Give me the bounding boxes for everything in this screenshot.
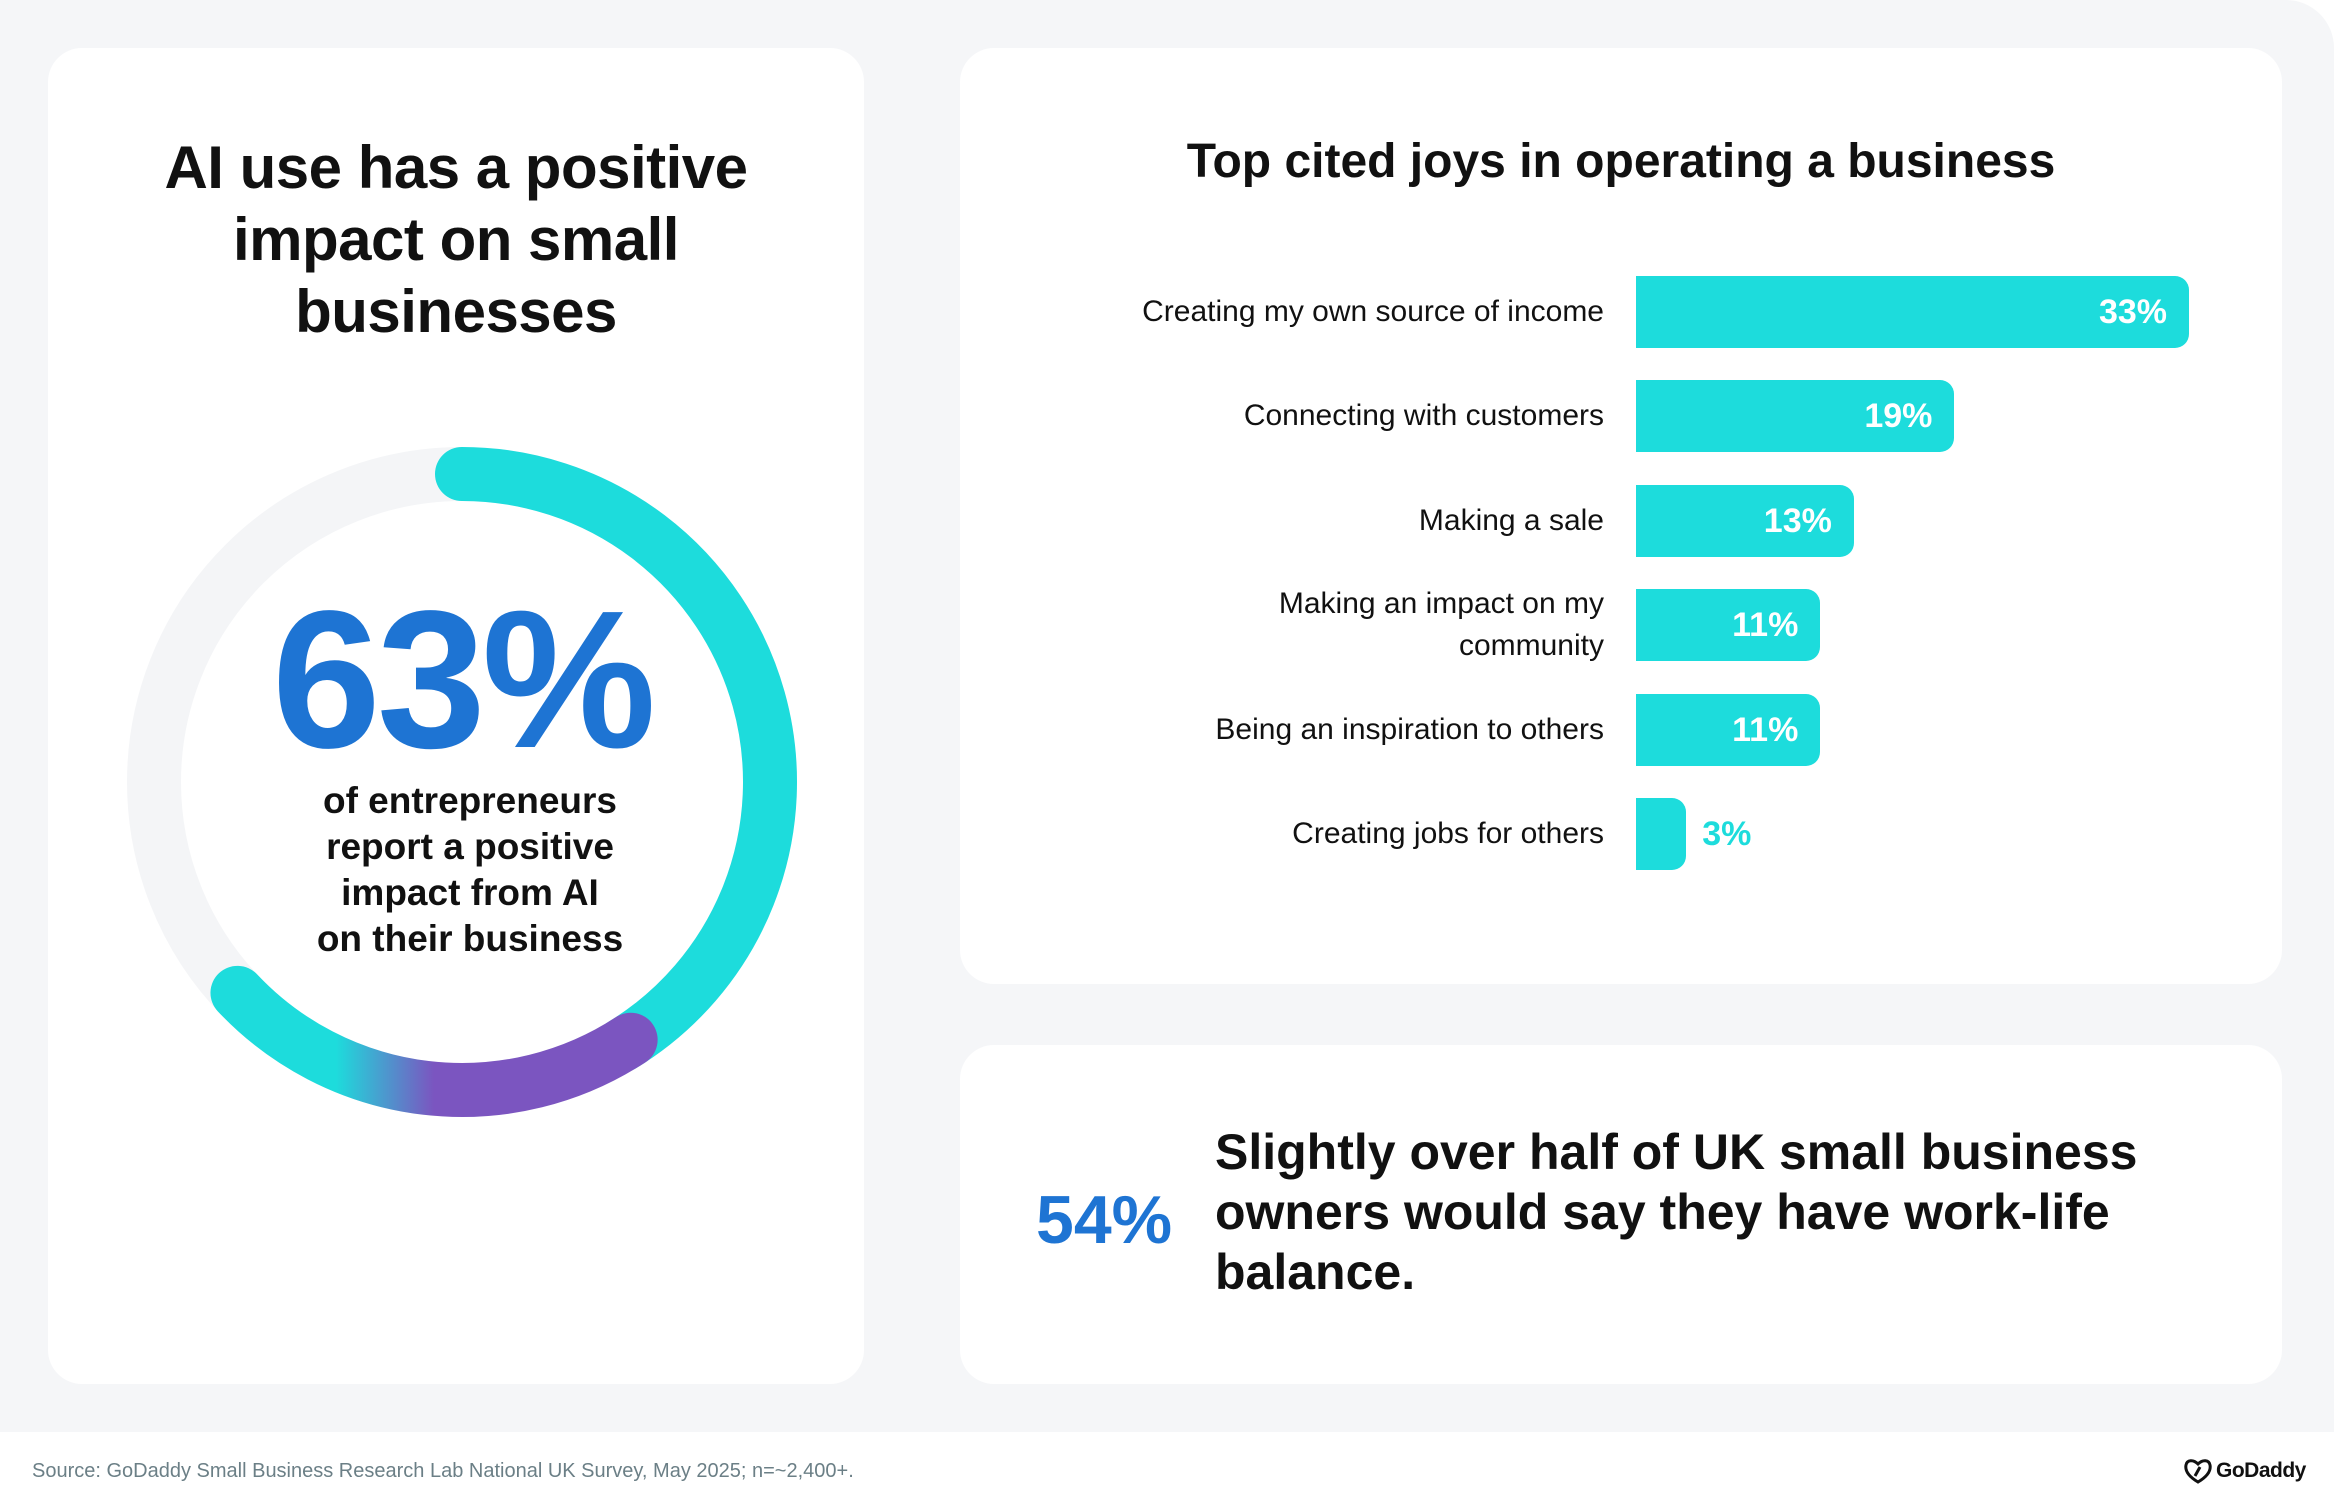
source-note: Source: GoDaddy Small Business Research … bbox=[32, 1460, 854, 1482]
godaddy-logo: GoDaddy bbox=[2184, 1458, 2306, 1484]
ai-impact-title: AI use has a positive impact on small bu… bbox=[48, 132, 864, 348]
chart-title: Top cited joys in operating a business bbox=[1186, 135, 2056, 188]
stat-description-line: Slightly over half of UK small business bbox=[1215, 1124, 2138, 1180]
progress-ring bbox=[127, 447, 797, 1117]
bar bbox=[1636, 484, 1854, 557]
logo-text: GoDaddy bbox=[2216, 1459, 2306, 1482]
ring-description-line: impact from AI bbox=[341, 872, 599, 913]
joys-chart-card bbox=[960, 48, 2282, 984]
bar-category-label: Creating jobs for others bbox=[1292, 817, 1604, 850]
stat-description-line: balance. bbox=[1215, 1244, 1416, 1300]
bar bbox=[1636, 380, 1955, 453]
bar-category-label: Connecting with customers bbox=[1243, 399, 1604, 433]
ring-description-line: on their business bbox=[316, 918, 624, 959]
stat-description-line: owners would say they have work-life bbox=[1215, 1184, 2110, 1240]
ring-description-line: of entrepreneurs bbox=[322, 780, 617, 821]
bar-category-label: Being an inspiration to others bbox=[1215, 712, 1604, 746]
ring-description: of entrepreneurs report a positive impac… bbox=[162, 778, 778, 962]
stat-value: 54% bbox=[1036, 1182, 1173, 1258]
bar-value-label: 3% bbox=[1702, 815, 1752, 853]
bar-value-label: 33% bbox=[2098, 293, 2167, 331]
bar-value-label: 13% bbox=[1763, 501, 1832, 540]
work-life-balance-card bbox=[960, 1045, 2282, 1384]
bar-category-label: Making an impact on my community bbox=[1278, 587, 1604, 663]
ring-description-line: report a positive bbox=[326, 826, 614, 867]
bar bbox=[1636, 276, 2189, 348]
ring-value: 63% bbox=[271, 570, 656, 789]
bar-value-label: 11% bbox=[1732, 606, 1799, 645]
bar bbox=[1636, 798, 1687, 870]
bar-category-label: Creating my own source of income bbox=[1142, 295, 1604, 328]
bar bbox=[1636, 693, 1821, 766]
title-line: AI use has a positive bbox=[164, 134, 748, 201]
bar bbox=[1636, 589, 1821, 662]
godaddy-heart-icon bbox=[2184, 1459, 2212, 1484]
stat-description: Slightly over half of UK small business … bbox=[1215, 1122, 2137, 1302]
title-line: businesses bbox=[295, 278, 617, 345]
bar-value-label: 19% bbox=[1864, 397, 1933, 436]
bar-value-label: 11% bbox=[1732, 710, 1799, 749]
ring-progress-gradient-tail bbox=[210, 965, 658, 1117]
ring-progress-arc bbox=[435, 447, 797, 1073]
title-line: impact on small bbox=[233, 206, 679, 273]
bar-category-label: Making a sale bbox=[1418, 503, 1604, 537]
